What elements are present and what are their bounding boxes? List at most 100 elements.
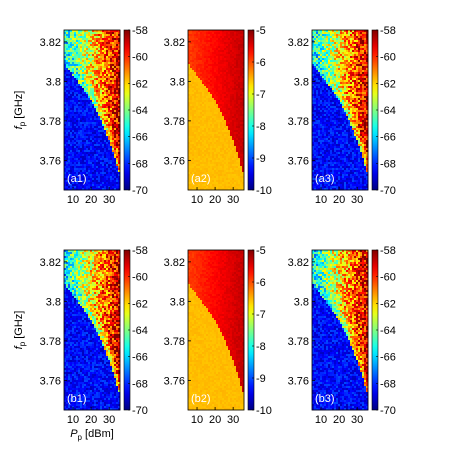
heatmap-cell [190, 98, 193, 101]
heatmap-cell [188, 142, 191, 145]
heatmap-cell [68, 178, 71, 181]
heatmap-cell [200, 78, 203, 81]
heatmap-cell [98, 98, 101, 101]
heatmap-cell [200, 180, 203, 183]
heatmap-cell [224, 92, 227, 95]
heatmap-cell [114, 50, 117, 53]
heatmap-cell [212, 116, 215, 119]
heatmap-cell [110, 82, 113, 85]
heatmap-cell [74, 46, 77, 49]
heatmap-cell [110, 80, 113, 83]
heatmap-cell [238, 182, 241, 185]
heatmap-cell [118, 182, 121, 185]
heatmap-cell [84, 74, 87, 77]
heatmap-cell [106, 96, 109, 99]
heatmap-cell [104, 72, 107, 75]
heatmap-cell [200, 82, 203, 85]
heatmap-cell [68, 174, 71, 177]
heatmap-cell [236, 48, 239, 51]
heatmap-cell [236, 46, 239, 49]
heatmap-cell [236, 94, 239, 97]
heatmap-cell [102, 106, 105, 109]
heatmap-cell [76, 72, 79, 75]
heatmap-cell [206, 98, 209, 101]
heatmap-cell [230, 138, 233, 141]
heatmap-cell [228, 54, 231, 57]
heatmap-cell [112, 62, 115, 65]
heatmap-cell [90, 120, 93, 123]
heatmap-cell [90, 30, 93, 33]
heatmap-cell [316, 76, 319, 79]
heatmap-cell [116, 74, 119, 77]
heatmap-cell [104, 50, 107, 53]
heatmap-cell [200, 52, 203, 55]
heatmap-cell [198, 42, 201, 45]
heatmap-cell [242, 42, 245, 45]
heatmap-cell [116, 134, 119, 137]
heatmap-cell [212, 156, 215, 159]
heatmap-cell [230, 116, 233, 119]
y-tick-label: 3.76 [164, 155, 185, 167]
heatmap-cell [212, 82, 215, 85]
heatmap-cell [234, 76, 237, 79]
heatmap-cell [232, 114, 235, 117]
heatmap-cell [116, 138, 119, 141]
heatmap-cell [214, 122, 217, 125]
heatmap-cell [80, 118, 83, 121]
heatmap-cell [68, 86, 71, 89]
heatmap-cell [80, 156, 83, 159]
heatmap-cell [84, 158, 87, 161]
heatmap-cell [240, 68, 243, 71]
heatmap-cell [68, 74, 71, 77]
heatmap-cell [214, 132, 217, 135]
heatmap-cell [192, 46, 195, 49]
heatmap-cell [224, 142, 227, 145]
heatmap-cell [194, 46, 197, 49]
heatmap-cell [314, 72, 317, 75]
heatmap-cell [72, 54, 75, 57]
heatmap-cell [112, 134, 115, 137]
heatmap-cell [318, 184, 321, 187]
heatmap-cell [116, 112, 119, 115]
heatmap-cell [68, 160, 71, 163]
heatmap-cell [100, 146, 103, 149]
heatmap-cell [220, 92, 223, 95]
heatmap-cell [226, 182, 229, 185]
heatmap-cell [92, 66, 95, 69]
heatmap-cell [86, 76, 89, 79]
heatmap-cell [314, 126, 317, 129]
heatmap-cell [70, 46, 73, 49]
heatmap-cell [232, 56, 235, 59]
heatmap-cell [232, 70, 235, 73]
heatmap-cell [110, 100, 113, 103]
heatmap-cell [212, 36, 215, 39]
heatmap-cell [80, 46, 83, 49]
heatmap-cell [82, 36, 85, 39]
heatmap-cell [228, 160, 231, 163]
heatmap-cell [316, 174, 319, 177]
heatmap-cell [110, 36, 113, 39]
heatmap-cell [78, 114, 81, 117]
heatmap-cell [74, 72, 77, 75]
x-tick-label: 30 [103, 194, 115, 206]
heatmap-cell [212, 40, 215, 43]
heatmap-cell [112, 50, 115, 53]
heatmap-cell [94, 88, 97, 91]
heatmap-cell [104, 150, 107, 153]
heatmap-cell [88, 180, 91, 183]
heatmap-cell [242, 102, 245, 105]
heatmap-cell [228, 68, 231, 71]
heatmap-cell [104, 128, 107, 131]
heatmap-cell [110, 144, 113, 147]
heatmap-cell [234, 156, 237, 159]
heatmap-cell [224, 146, 227, 149]
heatmap-cell [216, 164, 219, 167]
heatmap-cell [114, 156, 117, 159]
heatmap-cell [88, 156, 91, 159]
heatmap-cell [88, 82, 91, 85]
heatmap-cell [208, 104, 211, 107]
heatmap-cell [100, 136, 103, 139]
heatmap-cell [92, 96, 95, 99]
heatmap-cell [98, 94, 101, 97]
heatmap-cell [76, 136, 79, 139]
